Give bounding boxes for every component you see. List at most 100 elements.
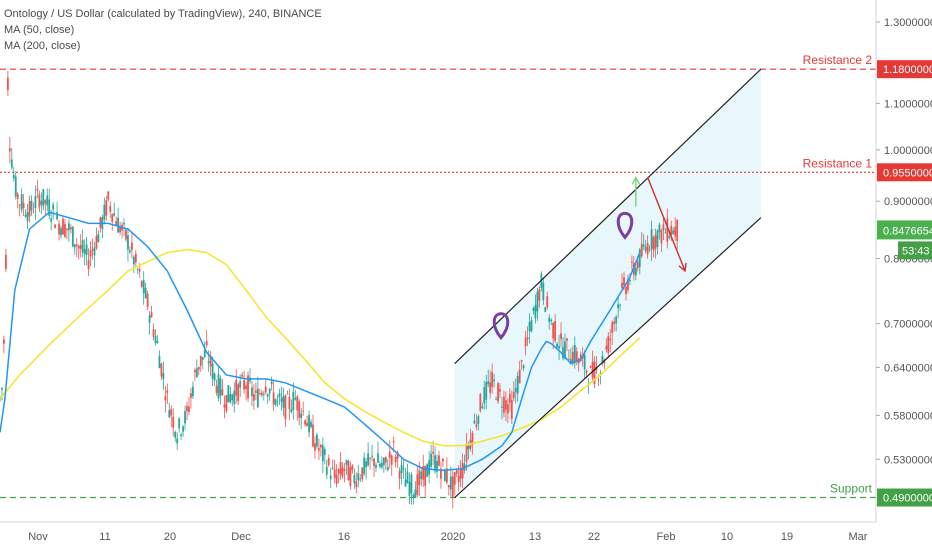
candle[interactable]	[186, 401, 188, 421]
candle[interactable]	[660, 228, 663, 252]
candle[interactable]	[485, 374, 488, 410]
candle[interactable]	[631, 255, 633, 271]
candle[interactable]	[573, 336, 576, 369]
projection-up-arrow[interactable]	[631, 175, 641, 207]
candle[interactable]	[260, 389, 263, 398]
candle[interactable]	[518, 360, 521, 384]
candle[interactable]	[77, 244, 80, 260]
candle[interactable]	[420, 468, 423, 487]
candle[interactable]	[66, 228, 68, 240]
candle[interactable]	[64, 218, 66, 239]
candle[interactable]	[662, 218, 665, 240]
candle[interactable]	[562, 337, 564, 361]
candle[interactable]	[28, 195, 31, 223]
ma50-line[interactable]	[0, 211, 641, 472]
candle[interactable]	[197, 366, 200, 376]
candle[interactable]	[160, 362, 163, 381]
plot-area[interactable]: Resistance 2 Resistance 1 Support	[0, 53, 876, 509]
projection-down-arrow[interactable]	[646, 177, 687, 273]
candle[interactable]	[402, 458, 405, 480]
candle[interactable]	[343, 463, 346, 483]
candle[interactable]	[134, 249, 137, 267]
candle[interactable]	[323, 446, 326, 465]
candle[interactable]	[520, 359, 523, 370]
candle[interactable]	[386, 458, 389, 472]
candle[interactable]	[308, 410, 310, 438]
candle[interactable]	[532, 306, 535, 315]
candle[interactable]	[136, 267, 139, 275]
candle[interactable]	[451, 470, 454, 509]
candle[interactable]	[453, 472, 456, 496]
candle[interactable]	[274, 398, 277, 407]
candle[interactable]	[652, 235, 655, 258]
candle[interactable]	[144, 282, 147, 300]
candle[interactable]	[132, 255, 135, 274]
candle[interactable]	[223, 395, 226, 419]
candle[interactable]	[522, 364, 525, 372]
candle[interactable]	[414, 481, 417, 499]
candle[interactable]	[201, 356, 204, 370]
candle[interactable]	[270, 376, 273, 391]
candle[interactable]	[24, 209, 27, 218]
candle[interactable]	[192, 381, 194, 399]
candle[interactable]	[442, 457, 444, 467]
candle[interactable]	[54, 223, 57, 229]
candle[interactable]	[575, 347, 578, 366]
candle[interactable]	[568, 349, 570, 360]
candle[interactable]	[495, 396, 497, 401]
candle[interactable]	[258, 388, 261, 396]
candle[interactable]	[506, 398, 509, 424]
candle[interactable]	[621, 273, 623, 291]
candle[interactable]	[111, 213, 114, 231]
candle[interactable]	[69, 224, 72, 234]
candle[interactable]	[646, 235, 649, 259]
candle[interactable]	[601, 350, 604, 367]
candle[interactable]	[278, 388, 281, 406]
candle[interactable]	[629, 272, 631, 286]
candle[interactable]	[115, 216, 118, 227]
candle[interactable]	[306, 415, 308, 427]
candle[interactable]	[142, 271, 145, 305]
candle[interactable]	[625, 283, 627, 301]
candle[interactable]	[607, 332, 610, 359]
candle[interactable]	[113, 202, 116, 217]
candle[interactable]	[505, 391, 507, 422]
candle[interactable]	[162, 361, 165, 390]
candle[interactable]	[6, 70, 9, 97]
candle[interactable]	[38, 190, 41, 212]
candle[interactable]	[479, 392, 482, 413]
candle[interactable]	[42, 189, 45, 211]
candle[interactable]	[195, 359, 198, 378]
candle[interactable]	[534, 294, 537, 324]
candle[interactable]	[424, 465, 427, 498]
candle[interactable]	[341, 462, 344, 479]
candle[interactable]	[516, 371, 519, 402]
candle[interactable]	[345, 459, 348, 476]
candle[interactable]	[300, 408, 303, 430]
candle[interactable]	[85, 236, 88, 266]
candle[interactable]	[430, 444, 433, 470]
candle[interactable]	[347, 459, 350, 481]
candle[interactable]	[5, 248, 7, 272]
candle[interactable]	[119, 221, 121, 236]
candle[interactable]	[380, 456, 383, 470]
candle[interactable]	[56, 201, 58, 221]
candle[interactable]	[404, 467, 407, 487]
candle[interactable]	[514, 378, 517, 404]
candle[interactable]	[91, 238, 94, 260]
candle[interactable]	[384, 456, 387, 470]
candle[interactable]	[266, 393, 269, 404]
candle[interactable]	[209, 351, 212, 377]
candle[interactable]	[235, 369, 238, 404]
candle[interactable]	[333, 459, 336, 484]
candle[interactable]	[121, 221, 123, 239]
candle[interactable]	[497, 381, 499, 405]
candle[interactable]	[73, 244, 76, 255]
candle[interactable]	[286, 390, 289, 395]
candle[interactable]	[99, 216, 102, 233]
candle[interactable]	[237, 382, 240, 406]
candle[interactable]	[95, 227, 98, 251]
candle[interactable]	[280, 386, 283, 411]
candle[interactable]	[16, 191, 19, 209]
candle[interactable]	[367, 442, 370, 467]
